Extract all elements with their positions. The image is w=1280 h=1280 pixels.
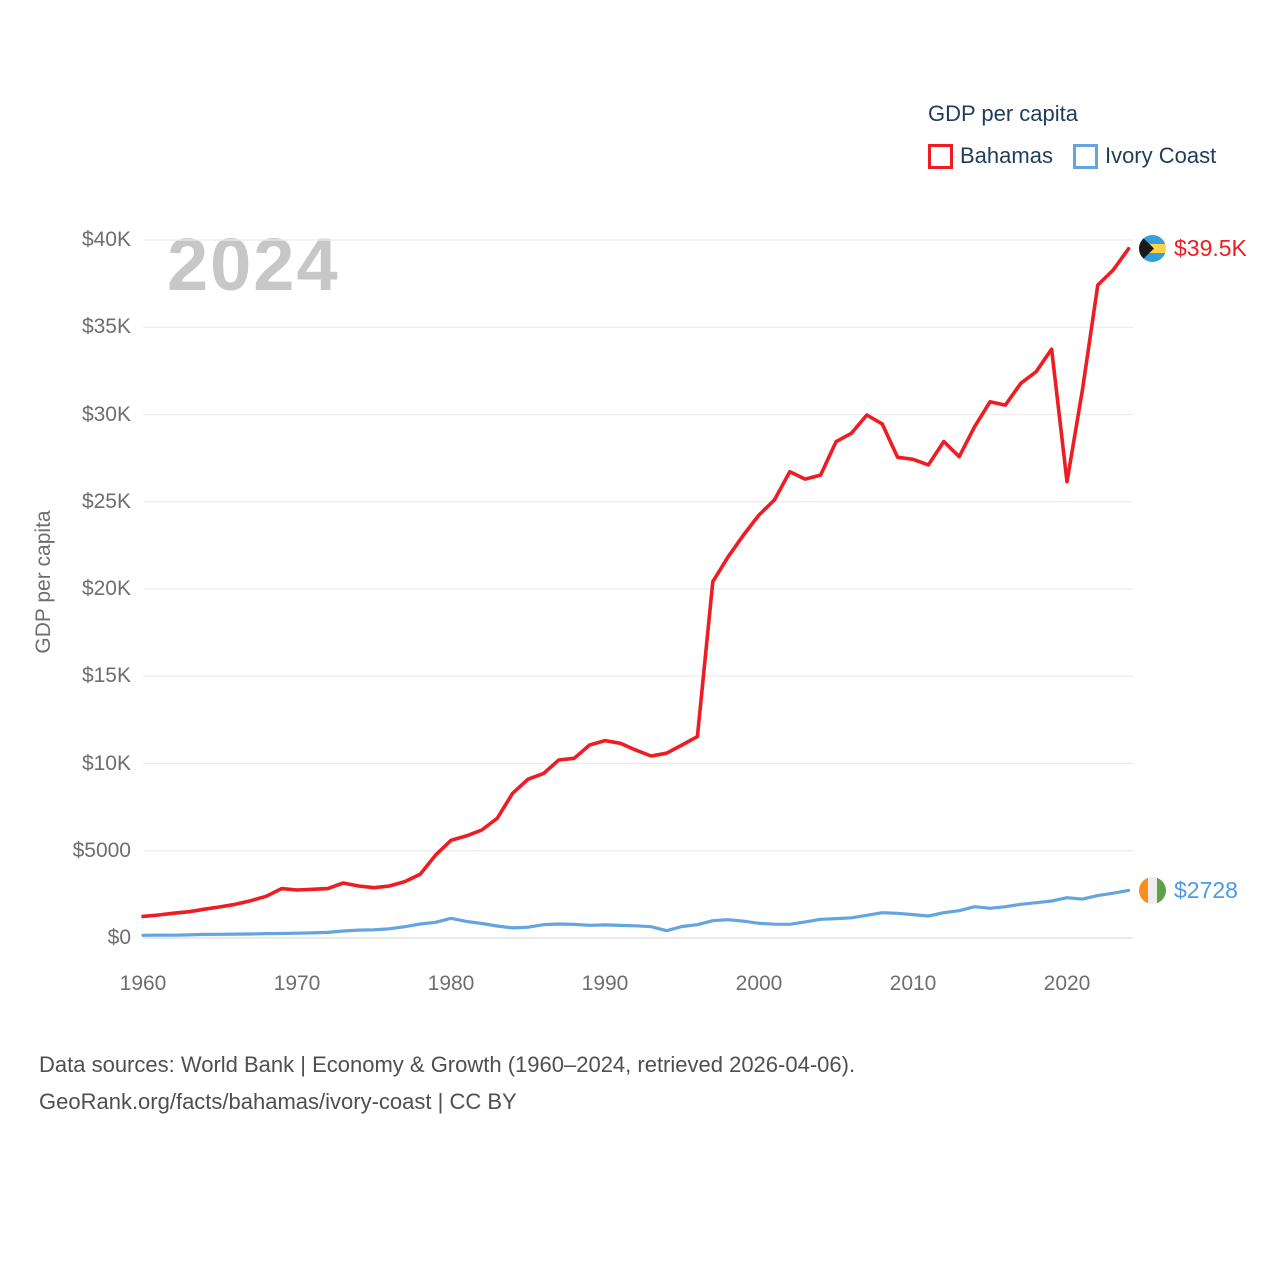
ivory-coast-end-label: $2728 <box>1139 876 1238 904</box>
x-tick-label: 1990 <box>581 972 629 995</box>
footer-line-1: Data sources: World Bank | Economy & Gro… <box>39 1052 856 1077</box>
y-tick-label: $30K <box>81 402 131 426</box>
y-tick-label: $10K <box>81 751 131 775</box>
year-watermark: 2024 <box>167 223 340 306</box>
y-tick-label: $5000 <box>72 838 131 862</box>
legend-item-bahamas[interactable]: Bahamas <box>928 143 1053 169</box>
x-tick-label: 1960 <box>119 972 167 995</box>
x-tick-label: 2010 <box>889 972 937 995</box>
legend-label-ivory-coast: Ivory Coast <box>1104 143 1217 168</box>
bahamas-flag-icon <box>1139 235 1166 263</box>
y-tick-label: $20K <box>81 577 131 600</box>
data-source-footer: Data sources: World Bank | Economy & Gro… <box>39 1046 855 1120</box>
bahamas-end-value: $39.5K <box>1174 235 1247 262</box>
legend-label-bahamas: Bahamas <box>960 143 1053 168</box>
x-tick-label: 2000 <box>735 972 783 995</box>
y-tick-label: $0 <box>107 926 131 949</box>
legend: GDP per capita Bahamas Ivory Coast <box>928 101 1216 169</box>
y-tick-label: $40K <box>81 228 131 251</box>
legend-item-ivory-coast[interactable]: Ivory Coast <box>1072 143 1217 169</box>
footer-line-2: GeoRank.org/facts/bahamas/ivory-coast | … <box>39 1089 517 1114</box>
x-tick-label: 2020 <box>1043 972 1091 995</box>
ivory-coast-flag-icon <box>1139 876 1166 904</box>
x-tick-label: 1980 <box>427 972 475 995</box>
y-tick-label: $25K <box>81 489 131 513</box>
bahamas-line <box>141 246 1131 919</box>
bahamas-swatch-icon <box>928 143 953 169</box>
ivory-coast-swatch-icon <box>1072 143 1098 169</box>
bahamas-end-label: $39.5K <box>1139 235 1247 263</box>
legend-title: GDP per capita <box>928 101 1079 126</box>
ivory-coast-end-value: $2728 <box>1174 876 1238 903</box>
legend-items: Bahamas Ivory Coast <box>928 143 1216 169</box>
y-tick-label: $15K <box>81 664 131 688</box>
ivory-coast-line <box>141 888 1131 937</box>
x-tick-label: 1970 <box>273 972 321 995</box>
y-tick-label: $35K <box>81 315 131 339</box>
